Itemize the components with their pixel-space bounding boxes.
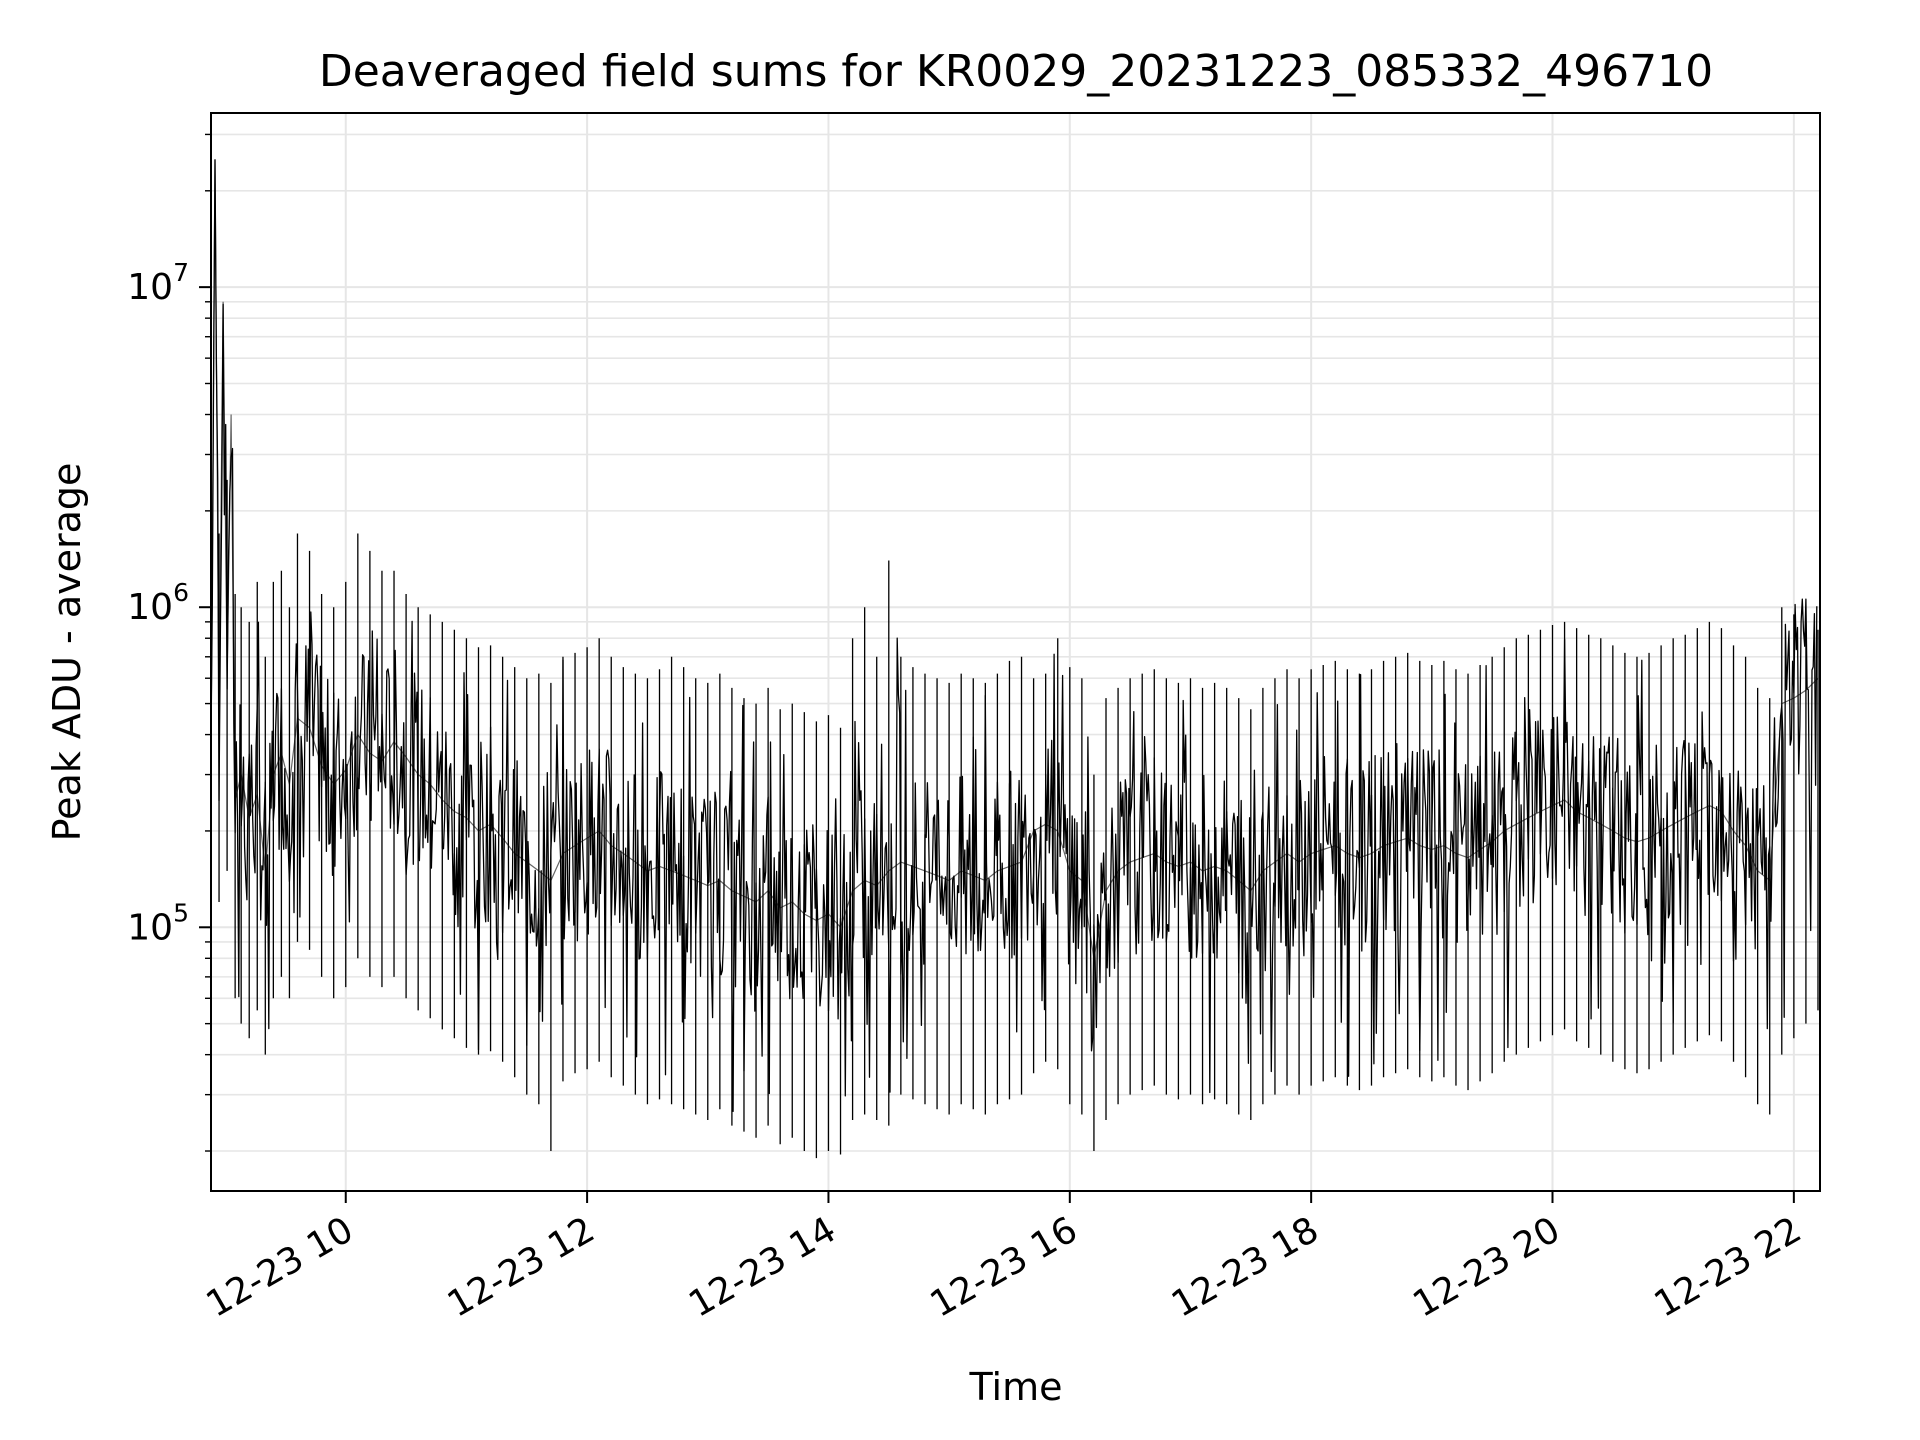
y-tick-label: 107: [127, 258, 189, 308]
y-axis-ticks: 105 106 107: [127, 133, 211, 1152]
series-group: [211, 159, 1819, 1159]
x-axis-label: Time: [969, 1365, 1063, 1409]
y-tick-label: 106: [127, 578, 189, 628]
chart-title: Deaveraged field sums for KR0029_2023122…: [319, 46, 1713, 97]
plot-area: [211, 159, 1819, 1159]
plot-frame: [210, 112, 1821, 1192]
y-axis-label: Peak ADU - average: [45, 463, 89, 842]
y-tick-label: 105: [127, 898, 189, 948]
